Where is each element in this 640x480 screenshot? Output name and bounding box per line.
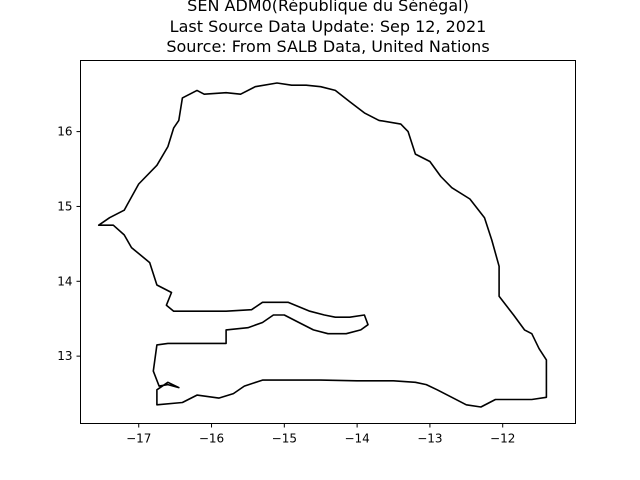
y-tick-label: 14 xyxy=(57,274,72,288)
y-tick-label: 13 xyxy=(57,349,72,363)
senegal-boundary xyxy=(97,82,548,408)
y-axis: 13 14 15 16 xyxy=(57,125,81,363)
x-axis: −17 −16 −15 −14 −13 −12 xyxy=(126,423,515,446)
x-tick-label: −12 xyxy=(490,432,515,446)
y-tick-label: 16 xyxy=(57,125,72,139)
x-tick-label: −15 xyxy=(272,432,297,446)
x-tick-label: −14 xyxy=(344,432,369,446)
y-tick-label: 15 xyxy=(57,199,72,213)
x-tick-label: −17 xyxy=(126,432,151,446)
x-tick-label: −16 xyxy=(199,432,224,446)
title-line-3: Source: From SALB Data, United Nations xyxy=(166,37,489,56)
plot-area-frame xyxy=(80,60,576,424)
title-line-1: SEN ADM0(République du Sénégal) xyxy=(187,0,469,15)
title-line-2: Last Source Data Update: Sep 12, 2021 xyxy=(170,17,487,36)
x-tick-label: −13 xyxy=(417,432,442,446)
